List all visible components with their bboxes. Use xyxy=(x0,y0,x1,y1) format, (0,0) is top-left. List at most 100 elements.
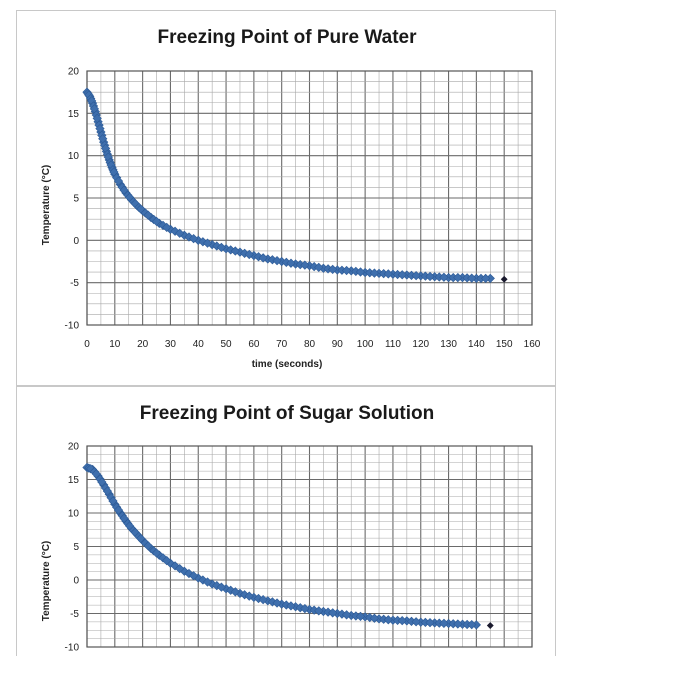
data-point-trail xyxy=(355,267,366,277)
data-point-trail xyxy=(188,234,199,244)
data-point-trail xyxy=(102,486,113,496)
x-tick-label: 50 xyxy=(221,339,233,350)
data-point-trail xyxy=(314,606,324,616)
data-point-trail xyxy=(108,496,118,506)
x-tick-label: 0 xyxy=(84,339,90,350)
y-tick-label: 5 xyxy=(73,194,79,205)
y-tick-label: 0 xyxy=(73,236,79,247)
data-point-trail xyxy=(453,272,463,283)
y-tick-label: -10 xyxy=(65,321,80,332)
y-tick-label: 10 xyxy=(68,151,80,162)
data-point-trail xyxy=(113,505,124,515)
y-tick-label: 20 xyxy=(68,442,80,453)
data-point-trail xyxy=(341,265,352,276)
chart-panel-sugar-solution: Freezing Point of Sugar Solution 20 15 10 5… xyxy=(16,386,556,656)
plot-frame xyxy=(86,445,533,648)
data-point-trail xyxy=(272,598,282,608)
data-point-trail xyxy=(328,608,338,618)
x-tick-label: 140 xyxy=(468,339,485,350)
chart-title: Freezing Point of Sugar Solution xyxy=(140,403,435,424)
data-point-trail xyxy=(369,613,380,623)
x-tick-label: 130 xyxy=(440,339,457,350)
x-tick-label: 160 xyxy=(524,339,541,350)
data-point-trail xyxy=(113,176,124,186)
data-point-trail xyxy=(425,618,435,628)
data-point-trail xyxy=(383,269,393,279)
data-point-trail xyxy=(300,260,310,270)
y-tick-label: -10 xyxy=(65,643,80,654)
data-point-trail xyxy=(300,603,310,614)
data-point-trail xyxy=(230,587,240,597)
y-axis-label: Temperature (°C) xyxy=(41,165,52,246)
data-point-trail xyxy=(230,246,240,256)
plot-area: 20 15 10 5 0 -5 -10 xyxy=(65,442,533,654)
data-point-trail xyxy=(411,270,421,281)
x-axis-label: time (seconds) xyxy=(252,359,323,370)
data-point xyxy=(486,622,494,629)
chart-panel-pure-water: Freezing Point of Pure Water 20 15 10 5 0 -5-… xyxy=(16,10,556,386)
data-point-trail xyxy=(175,228,185,238)
data-point-trail xyxy=(244,591,254,601)
data-point-trail xyxy=(341,610,352,620)
y-axis-label: Temperature (°C) xyxy=(41,541,52,622)
x-tick-label: 10 xyxy=(109,339,121,350)
data-point-trail xyxy=(467,273,477,283)
data-point-trail xyxy=(411,617,421,627)
data-point-trail xyxy=(151,216,162,227)
data-point-trail xyxy=(212,241,222,251)
data-point-trail xyxy=(202,577,213,587)
data-point-trail xyxy=(439,618,449,628)
data-point-trail xyxy=(119,513,129,523)
data-point-trail xyxy=(143,541,153,551)
data-point-trail xyxy=(258,253,268,263)
data-point-trail xyxy=(202,238,213,248)
chart-title: Freezing Point of Pure Water xyxy=(158,27,418,48)
data-point-trail xyxy=(158,553,168,563)
x-tick-label: 110 xyxy=(385,339,401,350)
data-point-trail xyxy=(481,273,491,284)
data-point-trail xyxy=(314,262,324,273)
x-tick-label: 40 xyxy=(193,339,205,350)
data-point-trail xyxy=(286,601,296,611)
chart-sugar-solution: Freezing Point of Sugar Solution 20 15 10 5… xyxy=(41,403,533,654)
data-point-trail xyxy=(188,571,199,581)
data-point-trail xyxy=(355,611,366,622)
x-tick-label: 20 xyxy=(137,339,149,350)
y-tick-label: 15 xyxy=(68,475,80,486)
y-tick-label: 5 xyxy=(73,542,79,553)
data-point-trail xyxy=(369,268,380,278)
data-point-trail xyxy=(175,563,185,574)
y-tick-label: 20 xyxy=(68,67,80,78)
x-tick-label: 100 xyxy=(357,339,374,350)
x-tick-label: 70 xyxy=(276,339,288,350)
data-point-trail xyxy=(286,258,296,268)
data-point-trail xyxy=(216,582,227,592)
data-point-trail xyxy=(258,595,268,605)
x-tick-label: 30 xyxy=(165,339,177,350)
y-tick-label: 10 xyxy=(68,509,80,520)
y-tick-label: -5 xyxy=(70,278,79,289)
data-point-trail xyxy=(397,616,407,626)
data-point-trail xyxy=(136,204,146,214)
data-point-trail xyxy=(244,249,254,260)
data-point-trail xyxy=(397,270,407,280)
data-point-trail xyxy=(383,615,393,625)
x-tick-label: 150 xyxy=(496,339,513,350)
y-tick-label: 0 xyxy=(73,576,79,587)
y-tick-label: -5 xyxy=(70,609,79,620)
data-point-trail xyxy=(439,272,449,282)
data-point xyxy=(500,275,508,283)
plot-frame xyxy=(86,70,533,326)
x-tick-label: 80 xyxy=(304,339,316,350)
data-point-trail xyxy=(136,533,146,544)
data-point-trail xyxy=(328,264,338,275)
data-point-trail xyxy=(425,271,435,282)
data-point-trail xyxy=(162,222,172,232)
data-point-trail xyxy=(97,477,107,487)
data-point-trail xyxy=(91,469,101,479)
x-tick-label: 60 xyxy=(248,339,260,350)
data-point-trail xyxy=(143,210,153,220)
data-point-trail xyxy=(272,256,282,266)
data-point-trail xyxy=(151,548,162,558)
